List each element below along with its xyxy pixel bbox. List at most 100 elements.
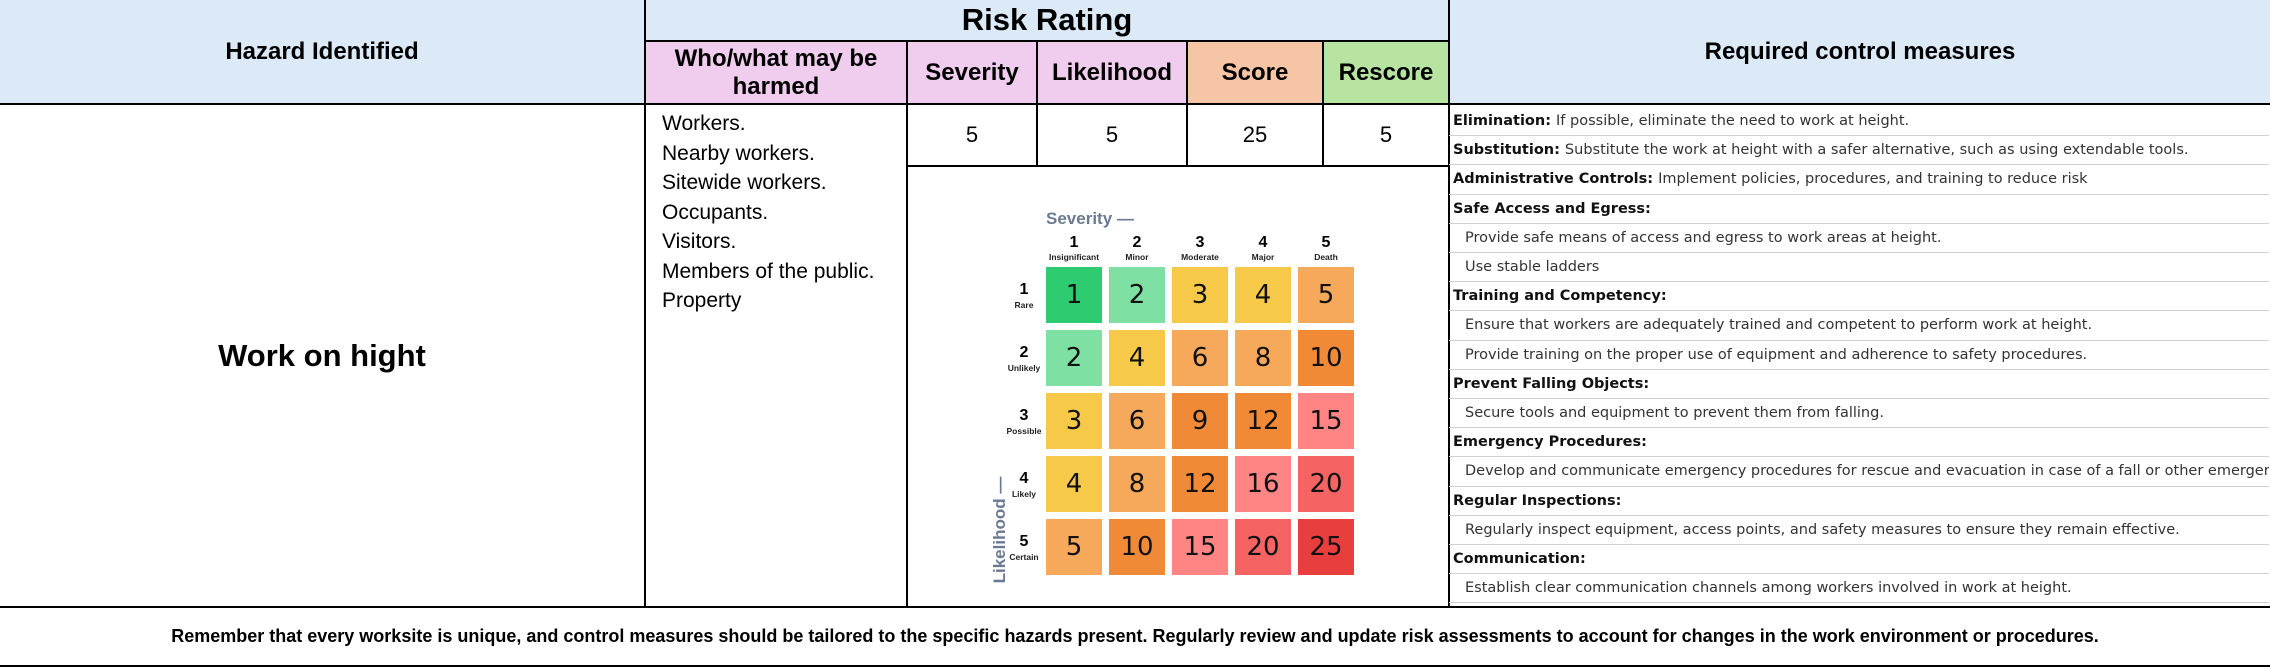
severity-axis-title: Severity — bbox=[1046, 209, 1134, 228]
control-measure-text: Provide safe means of access and egress … bbox=[1465, 229, 1942, 246]
matrix-cell: 15 bbox=[1172, 519, 1228, 575]
matrix-cell: 9 bbox=[1172, 393, 1228, 449]
likelihood-value-cell: 5 bbox=[1038, 105, 1188, 167]
likelihood-level-number: 4 bbox=[1019, 470, 1029, 487]
matrix-cell: 20 bbox=[1235, 519, 1291, 575]
severity-level-number: 5 bbox=[1321, 234, 1331, 251]
control-measure-text: Establish clear communication channels a… bbox=[1465, 580, 2072, 597]
control-measure-text: Regularly inspect equipment, access poin… bbox=[1465, 521, 2180, 538]
score-value: 25 bbox=[1242, 122, 1268, 147]
matrix-cell: 16 bbox=[1235, 456, 1291, 512]
control-measure-row: Prevent Falling Objects: bbox=[1449, 370, 2269, 399]
risk-matrix-area bbox=[908, 167, 1450, 606]
hazard-identified-header: Hazard Identified bbox=[0, 0, 644, 105]
matrix-cell: 25 bbox=[1298, 519, 1354, 575]
severity-level-label: Insignificant bbox=[1048, 252, 1100, 262]
likelihood-level-number: 2 bbox=[1019, 344, 1029, 361]
score-header: Score bbox=[1188, 42, 1324, 105]
matrix-cell: 12 bbox=[1235, 393, 1291, 449]
matrix-cell: 4 bbox=[1235, 267, 1291, 323]
matrix-cell: 10 bbox=[1109, 519, 1165, 575]
matrix-cell: 10 bbox=[1298, 330, 1354, 386]
severity-level-label: Death bbox=[1314, 252, 1338, 262]
severity-level-label: Major bbox=[1251, 252, 1275, 262]
control-measure-text: Provide training on the proper use of eq… bbox=[1465, 346, 2088, 363]
matrix-cell: 20 bbox=[1298, 456, 1354, 512]
control-measure-row: Communication: bbox=[1449, 545, 2269, 575]
rescore-value-cell: 5 bbox=[1324, 105, 1450, 167]
control-measure-text: Ensure that workers are adequately train… bbox=[1465, 317, 2093, 334]
risk-rating-header: Risk Rating bbox=[644, 0, 1450, 42]
severity-level-number: 4 bbox=[1258, 234, 1268, 251]
control-measure-row: Secure tools and equipment to prevent th… bbox=[1449, 399, 2269, 429]
person-item: Workers. bbox=[662, 112, 746, 135]
severity-level-label: Moderate bbox=[1181, 252, 1219, 262]
control-measure-row: Develop and communicate emergency proced… bbox=[1449, 457, 2269, 487]
matrix-cell: 4 bbox=[1046, 456, 1102, 512]
control-measure-title: Substitution: bbox=[1453, 142, 1560, 159]
matrix-cell: 2 bbox=[1109, 267, 1165, 323]
control-measure-row: Training and Competency: bbox=[1449, 282, 2269, 312]
likelihood-value: 5 bbox=[1105, 122, 1119, 147]
severity-label: Severity bbox=[925, 58, 1019, 86]
control-measure-text: Develop and communicate emergency proced… bbox=[1465, 463, 2269, 480]
person-item: Property bbox=[662, 289, 742, 312]
control-measure-row: Substitution: Substitute the work at heig… bbox=[1449, 136, 2269, 166]
rescore-label: Rescore bbox=[1338, 58, 1434, 86]
score-value-cell: 25 bbox=[1188, 105, 1324, 167]
person-item: Visitors. bbox=[662, 230, 737, 253]
who-harmed-label: Who/what may be harmed bbox=[674, 44, 878, 100]
control-measure-title: Emergency Procedures: bbox=[1453, 434, 1647, 451]
person-item: Nearby workers. bbox=[662, 141, 815, 165]
matrix-cell: 12 bbox=[1172, 456, 1228, 512]
control-measure-row: Provide training on the proper use of eq… bbox=[1449, 341, 2269, 370]
matrix-cell: 8 bbox=[1109, 456, 1165, 512]
severity-value-cell: 5 bbox=[908, 105, 1038, 167]
matrix-cell: 5 bbox=[1046, 519, 1102, 575]
person-item: Members of the public. bbox=[662, 259, 875, 283]
hazard-name-cell: Work on hight bbox=[0, 105, 644, 606]
footer-note: Remember that every worksite is unique, … bbox=[0, 606, 2270, 667]
people-harmed-list: Workers. Nearby workers. Sitewide workers.… bbox=[644, 105, 908, 606]
severity-value: 5 bbox=[965, 122, 979, 147]
required-controls-label: Required control measures bbox=[1704, 37, 2016, 65]
severity-header: Severity bbox=[908, 42, 1038, 105]
control-measure-title: Administrative Controls: bbox=[1453, 171, 1654, 188]
control-measure-row: Elimination: If possible, eliminate the n… bbox=[1449, 107, 2269, 137]
likelihood-axis-title: Likelihood — bbox=[990, 476, 1009, 584]
matrix-cell: 6 bbox=[1172, 330, 1228, 386]
likelihood-level-number: 3 bbox=[1019, 407, 1029, 424]
likelihood-level-number: 5 bbox=[1019, 533, 1029, 550]
matrix-cell: 2 bbox=[1046, 330, 1102, 386]
score-label: Score bbox=[1221, 58, 1289, 86]
matrix-cell: 1 bbox=[1046, 267, 1102, 323]
hazard-identified-label: Hazard Identified bbox=[225, 37, 419, 65]
control-measure-title: Communication: bbox=[1453, 551, 1586, 568]
likelihood-level-number: 1 bbox=[1019, 281, 1029, 298]
rescore-header: Rescore bbox=[1324, 42, 1450, 105]
likelihood-header: Likelihood bbox=[1038, 42, 1188, 105]
required-controls-header: Required control measures bbox=[1450, 0, 2270, 105]
control-measure-text: If possible, eliminate the need to work … bbox=[1556, 113, 1910, 130]
likelihood-level-label: Likely bbox=[1011, 489, 1037, 499]
control-measure-row: Regularly inspect equipment, access poin… bbox=[1449, 516, 2269, 545]
control-measure-row: Establish clear communication channels a… bbox=[1449, 574, 2269, 604]
matrix-cell: 4 bbox=[1109, 330, 1165, 386]
likelihood-level-label: Unlikely bbox=[1007, 363, 1041, 373]
control-measure-title: Training and Competency: bbox=[1453, 288, 1667, 305]
likelihood-level-label: Rare bbox=[1014, 300, 1034, 310]
who-harmed-header: Who/what may be harmed bbox=[644, 42, 908, 105]
control-measure-text: Substitute the work at height with a saf… bbox=[1564, 142, 2189, 159]
control-measure-title: Safe Access and Egress: bbox=[1453, 200, 1651, 217]
matrix-cell: 3 bbox=[1172, 267, 1228, 323]
control-measure-row: Ensure that workers are adequately train… bbox=[1449, 311, 2269, 341]
control-measure-row: Safe Access and Egress: bbox=[1449, 195, 2269, 224]
matrix-cell: 6 bbox=[1109, 393, 1165, 449]
likelihood-level-label: Possible bbox=[1006, 426, 1042, 436]
control-measure-text: Use stable ladders bbox=[1465, 259, 1600, 276]
matrix-cell: 15 bbox=[1298, 393, 1354, 449]
matrix-cell: 3 bbox=[1046, 393, 1102, 449]
control-measure-row: Provide safe means of access and egress … bbox=[1449, 224, 2269, 253]
control-measure-row: Use stable ladders bbox=[1449, 253, 2269, 283]
person-item: Occupants. bbox=[662, 200, 769, 224]
